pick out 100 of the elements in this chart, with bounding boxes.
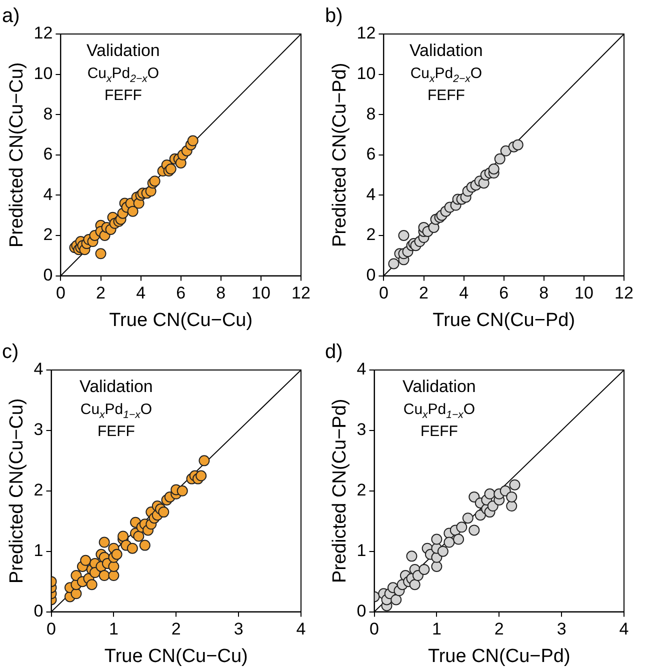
annotation: FEFF: [97, 423, 135, 440]
point: [98, 536, 110, 548]
y-tick-label: 4: [356, 360, 366, 379]
point: [412, 570, 424, 582]
y-tick-label: 4: [43, 184, 53, 204]
point: [418, 564, 430, 575]
point: [108, 560, 120, 572]
point: [98, 570, 110, 582]
x-tick-label: 4: [296, 620, 306, 639]
point: [139, 540, 150, 551]
point: [406, 550, 418, 562]
x-tick-label: 12: [292, 284, 310, 303]
annotation: FEFF: [420, 423, 458, 440]
point: [388, 258, 400, 270]
x-tick-label: 8: [539, 284, 549, 303]
y-tick-label: 12: [356, 24, 376, 43]
y-tick-label: 4: [34, 360, 44, 379]
x-tick-label: 3: [556, 620, 566, 639]
point: [176, 485, 188, 496]
x-axis-title: True CN(Cu−Cu): [104, 646, 248, 667]
point: [80, 554, 92, 566]
annotation: Validation: [86, 41, 160, 60]
x-tick-label: 3: [234, 620, 244, 639]
x-tick-label: 4: [619, 620, 629, 639]
y-tick-label: 2: [366, 225, 376, 244]
x-tick-label: 8: [216, 284, 226, 303]
y-tick-label: 0: [34, 601, 44, 620]
point: [506, 500, 518, 512]
x-axis-title: True CN(Cu−Pd): [428, 646, 570, 667]
x-axis-title: True CN(Cu−Pd): [432, 310, 576, 331]
x-tick-label: 2: [419, 284, 428, 303]
point: [390, 594, 402, 606]
point: [494, 153, 506, 164]
x-tick-label: 2: [171, 620, 181, 639]
x-tick-label: 1: [432, 620, 442, 639]
y-tick-label: 2: [356, 480, 366, 500]
annotation: FEFF: [104, 87, 142, 104]
point: [431, 560, 442, 572]
x-tick-label: 0: [378, 284, 388, 303]
y-axis-title: Predicted CN(Cu−Cu): [6, 62, 28, 248]
point: [431, 534, 442, 545]
point: [126, 542, 138, 554]
point: [488, 164, 500, 175]
point: [111, 548, 122, 560]
x-tick-label: 4: [459, 284, 469, 303]
point: [158, 506, 170, 518]
point: [462, 512, 474, 524]
x-tick-label: 0: [56, 284, 66, 303]
point: [509, 479, 520, 490]
annotation: Validation: [79, 377, 153, 396]
point: [398, 230, 410, 241]
y-tick-label: 8: [366, 104, 376, 124]
y-tick-label: 2: [43, 225, 53, 244]
point: [409, 579, 420, 590]
y-tick-label: 10: [34, 64, 53, 83]
y-tick-label: 4: [366, 184, 376, 204]
y-tick-label: 1: [34, 541, 44, 560]
point: [108, 570, 120, 582]
point: [118, 530, 129, 542]
x-axis-title: True CN(Cu−Cu): [109, 310, 253, 331]
annotation: Validation: [409, 41, 483, 60]
y-tick-label: 3: [356, 420, 366, 440]
point: [512, 139, 524, 150]
point: [70, 588, 82, 600]
y-tick-label: 6: [43, 144, 53, 164]
y-axis-title: Predicted CN(Cu−Cu): [6, 398, 28, 584]
x-tick-label: 2: [96, 284, 106, 303]
point: [95, 248, 106, 260]
y-axis-title: Predicted CN(Cu−Pd): [330, 62, 351, 248]
text: c): [2, 341, 19, 363]
point: [437, 546, 448, 557]
x-tick-label: 10: [251, 284, 270, 303]
text: d): [325, 341, 343, 363]
point: [127, 206, 138, 217]
point: [506, 491, 518, 502]
x-tick-label: 10: [574, 284, 594, 303]
x-tick-label: 4: [136, 284, 146, 303]
point: [196, 470, 207, 482]
point: [198, 455, 210, 466]
y-tick-label: 12: [34, 24, 53, 43]
text: b): [325, 5, 343, 27]
y-tick-label: 0: [43, 265, 53, 284]
y-tick-label: 2: [34, 480, 44, 500]
point: [484, 488, 496, 500]
y-tick-label: 6: [366, 144, 376, 164]
point: [133, 530, 144, 542]
y-axis-title: Predicted CN(Cu−Pd): [330, 398, 351, 584]
annotation: FEFF: [427, 87, 465, 104]
y-tick-label: 8: [43, 104, 53, 124]
y-tick-label: 0: [356, 601, 366, 620]
y-tick-label: 10: [356, 64, 376, 83]
point: [86, 579, 98, 590]
x-tick-label: 6: [499, 284, 509, 303]
text: a): [2, 5, 20, 27]
y-tick-label: 3: [34, 420, 44, 440]
point: [444, 536, 455, 548]
point: [500, 145, 512, 156]
point: [453, 534, 464, 545]
x-tick-label: 6: [176, 284, 186, 303]
y-tick-label: 0: [366, 265, 376, 284]
